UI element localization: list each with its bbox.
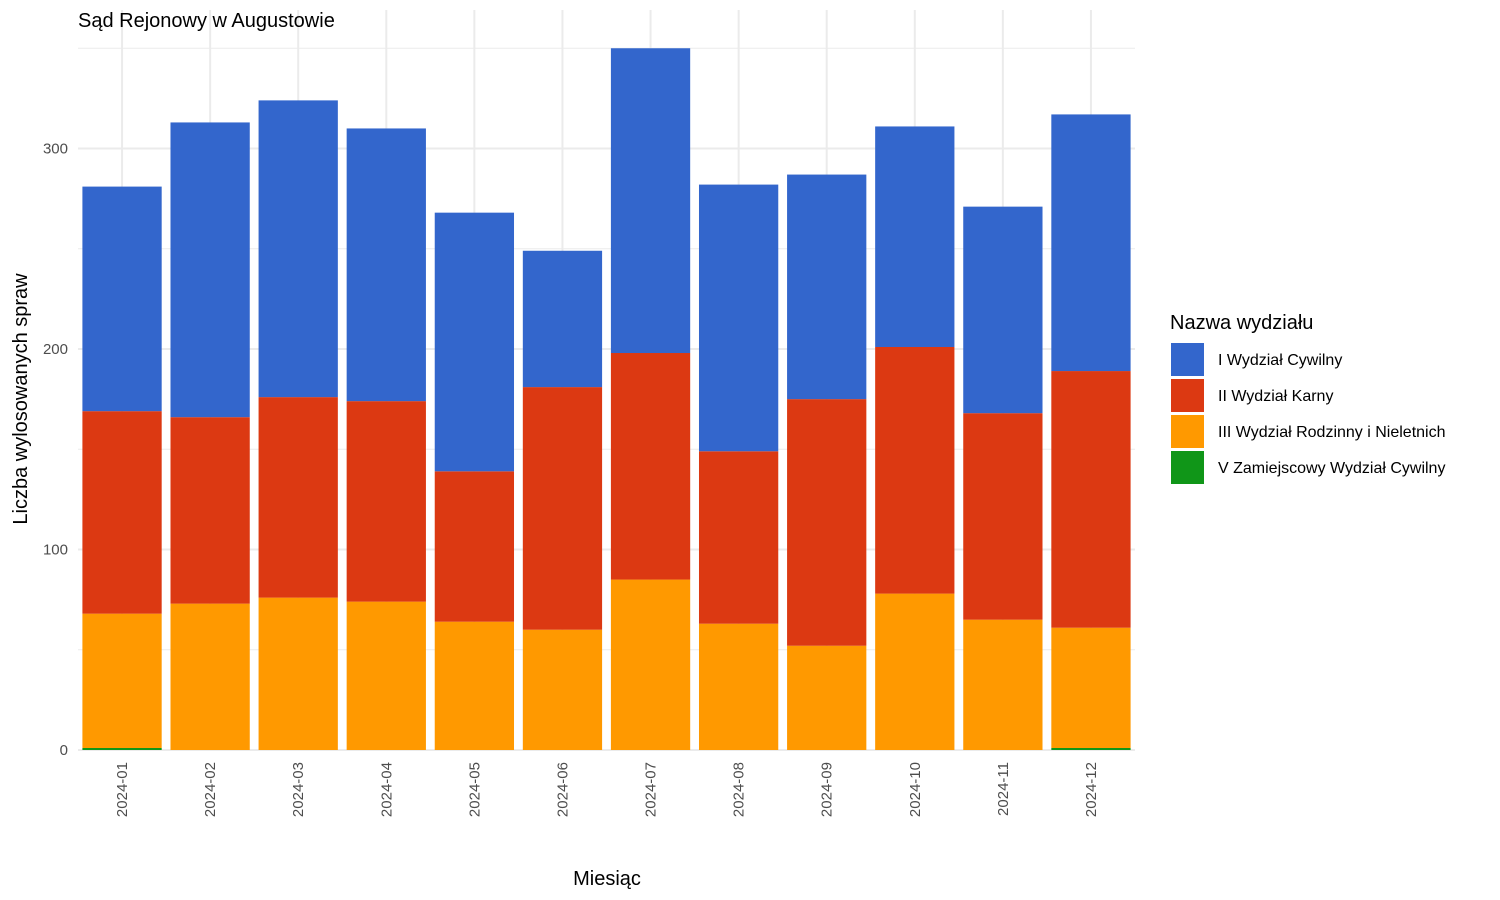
x-axis-title: Miesiąc <box>573 868 641 890</box>
y-tick-label: 300 <box>43 141 68 158</box>
bar-segment <box>963 413 1043 620</box>
x-tick-label: 2024-01 <box>114 762 131 817</box>
y-tick-label: 100 <box>43 542 68 559</box>
x-tick-label: 2024-04 <box>378 762 395 817</box>
x-tick-label: 2024-05 <box>466 762 483 817</box>
bars-layer <box>82 48 1131 750</box>
legend-label: I Wydział Cywilny <box>1218 352 1342 369</box>
x-tick-label: 2024-09 <box>819 762 836 817</box>
x-tick-label: 2024-06 <box>554 762 571 817</box>
x-tick-label: 2024-03 <box>290 762 307 817</box>
x-tick-label: 2024-10 <box>907 762 924 817</box>
bar-segment <box>346 128 426 402</box>
bar-segment <box>82 411 162 614</box>
bar-segment <box>1051 371 1131 628</box>
legend-label: II Wydział Karny <box>1218 388 1333 405</box>
bar-segment <box>82 613 162 748</box>
legend: Nazwa wydziału I Wydział Cywilny II Wydzi… <box>1170 312 1446 484</box>
bar-segment <box>787 645 867 750</box>
bar-segment <box>698 451 779 624</box>
bar-segment <box>1051 747 1131 750</box>
bar-segment <box>875 126 955 347</box>
bar-segment <box>610 579 691 750</box>
bar-segment <box>82 186 162 412</box>
legend-title: Nazwa wydziału <box>1170 312 1313 334</box>
legend-swatch <box>1171 343 1204 376</box>
bar-segment <box>258 397 338 598</box>
legend-label: III Wydział Rodzinny i Nieletnich <box>1218 424 1446 441</box>
bar-segment <box>434 471 515 622</box>
bar-segment <box>522 250 603 388</box>
bar-segment <box>875 346 955 594</box>
bar-segment <box>346 601 426 750</box>
bar-segment <box>963 206 1043 414</box>
bar-segment <box>1051 114 1131 372</box>
bar-segment <box>522 629 603 750</box>
y-axis-ticks: 0 100 200 300 <box>43 141 68 760</box>
bar-segment <box>258 100 338 398</box>
y-tick-label: 200 <box>43 341 68 358</box>
chart-title: Sąd Rejonowy w Augustowie <box>78 10 335 32</box>
legend-swatch <box>1171 415 1204 448</box>
x-tick-label: 2024-07 <box>643 762 660 817</box>
bar-segment <box>787 399 867 646</box>
bar-segment <box>610 353 691 580</box>
x-tick-label: 2024-02 <box>202 762 219 817</box>
bar-segment <box>610 48 691 354</box>
bar-segment <box>698 184 779 452</box>
bar-segment <box>258 597 338 750</box>
bar-segment <box>82 747 162 750</box>
legend-swatch <box>1171 379 1204 412</box>
bar-segment <box>875 593 955 750</box>
bar-segment <box>698 623 779 750</box>
x-tick-label: 2024-11 <box>995 762 1012 816</box>
bar-segment <box>170 417 250 604</box>
x-axis-ticks: 2024-01 2024-02 2024-03 2024-04 2024-05 2024-… <box>114 762 1100 817</box>
bar-segment <box>787 174 867 400</box>
legend-swatch <box>1171 451 1204 484</box>
legend-label: V Zamiejscowy Wydział Cywilny <box>1218 460 1445 477</box>
bar-segment <box>170 603 250 750</box>
bar-segment <box>170 122 250 418</box>
bar-segment <box>434 212 515 472</box>
bar-segment <box>1051 627 1131 748</box>
x-tick-label: 2024-08 <box>731 762 748 817</box>
bar-segment <box>963 619 1043 750</box>
bar-segment <box>346 401 426 602</box>
y-axis-title: Liczba wylosowanych spraw <box>10 273 32 525</box>
bar-segment <box>434 621 515 750</box>
y-tick-label: 0 <box>60 742 68 759</box>
x-tick-label: 2024-12 <box>1083 762 1100 817</box>
bar-segment <box>522 387 603 630</box>
